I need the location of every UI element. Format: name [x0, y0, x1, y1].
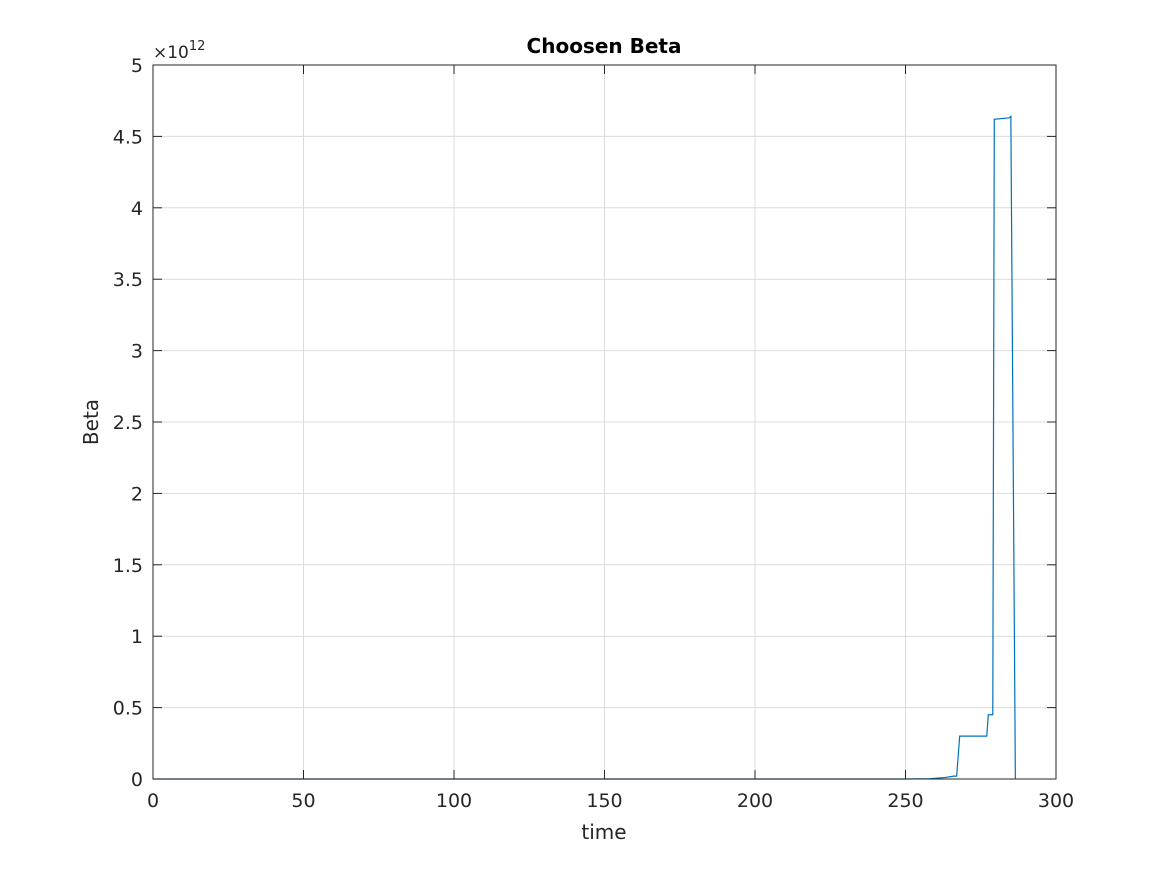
y-exponent-base: ×10: [153, 43, 189, 63]
x-tick-labels: 0 50 100 150 200 250 300: [147, 790, 1074, 812]
y-tick-labels: 0 0.5 1 1.5 2 2.5 3 3.5 4 4.5 5: [113, 55, 143, 791]
x-tick-label: 50: [291, 790, 315, 812]
chart-title: Choosen Beta: [527, 34, 682, 58]
y-tick-label: 0: [131, 769, 143, 791]
x-tick-label: 100: [436, 790, 472, 812]
y-tick-label: 3: [131, 341, 143, 363]
y-tick-label: 4: [131, 198, 143, 220]
y-tick-label: 2.5: [113, 412, 143, 434]
grid-lines: [153, 65, 1056, 779]
x-tick-label: 300: [1038, 790, 1074, 812]
x-axis-label: time: [581, 820, 626, 844]
y-exponent-power: 12: [189, 39, 206, 54]
y-tick-label: 5: [131, 55, 143, 77]
y-tick-label: 3.5: [113, 269, 143, 291]
y-axis-label: Beta: [79, 399, 103, 445]
y-exponent-label: ×1012: [153, 39, 205, 63]
x-tick-label: 200: [737, 790, 773, 812]
tick-marks: [152, 64, 1057, 780]
y-tick-label: 1.5: [113, 555, 143, 577]
y-tick-label: 0.5: [113, 698, 143, 720]
y-tick-label: 4.5: [113, 126, 143, 148]
x-tick-label: 150: [586, 790, 622, 812]
x-tick-label: 0: [147, 790, 159, 812]
y-tick-label: 2: [131, 483, 143, 505]
x-tick-label: 250: [887, 790, 923, 812]
y-tick-label: 1: [131, 626, 143, 648]
